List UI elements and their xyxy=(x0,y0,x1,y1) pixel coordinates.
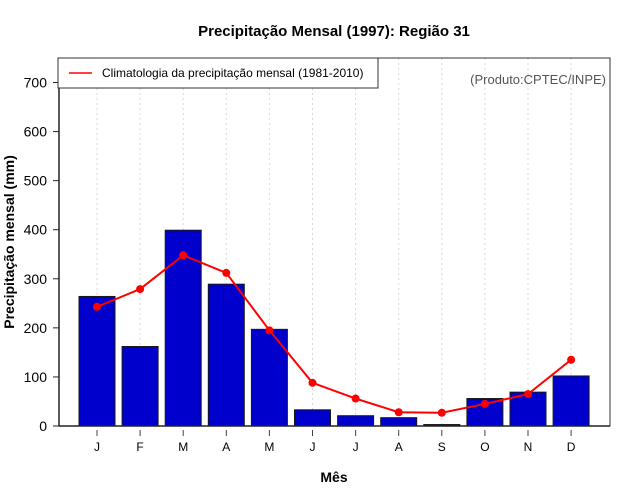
x-tick-label: J xyxy=(353,440,359,454)
x-tick-label: S xyxy=(438,440,446,454)
legend: Climatologia da precipitação mensal (198… xyxy=(57,57,379,89)
climatology-point-2 xyxy=(179,251,188,260)
x-tick-label: A xyxy=(222,440,230,454)
climatology-point-8 xyxy=(437,408,446,417)
y-tick-label: 700 xyxy=(24,75,48,91)
x-tick-label: M xyxy=(178,440,188,454)
x-tick-label: A xyxy=(395,440,403,454)
y-tick-label: 400 xyxy=(24,222,48,238)
bar-2 xyxy=(164,229,202,427)
bar-4 xyxy=(250,328,288,427)
x-axis-label: Mês xyxy=(320,469,347,485)
climatology-point-0 xyxy=(93,302,101,311)
y-tick-label: 600 xyxy=(24,124,48,140)
credit-annotation: (Produto:CPTEC/INPE) xyxy=(470,72,606,87)
x-tick-label: N xyxy=(524,440,533,454)
bar-5 xyxy=(294,409,331,427)
y-tick-label: 100 xyxy=(24,369,48,385)
x-tick-label: D xyxy=(567,440,576,454)
climatology-point-11 xyxy=(567,355,576,364)
x-tick-label: F xyxy=(136,440,143,454)
legend-label-climatology: Climatologia da precipitação mensal (198… xyxy=(102,66,363,80)
x-tick-label: O xyxy=(480,440,489,454)
y-tick-label: 200 xyxy=(24,320,48,336)
climatology-point-4 xyxy=(265,326,274,335)
climatology-point-10 xyxy=(524,390,532,399)
y-tick-label: 0 xyxy=(39,418,47,434)
climatology-point-7 xyxy=(394,408,403,417)
y-tick-label: 500 xyxy=(24,173,48,189)
bar-3 xyxy=(207,283,245,427)
bar-0 xyxy=(78,295,116,427)
y-axis-label: Precipitação mensal (mm) xyxy=(1,155,17,329)
climatology-line xyxy=(93,251,576,417)
chart-title: Precipitação Mensal (1997): Região 31 xyxy=(198,23,470,40)
x-tick-label: M xyxy=(264,440,274,454)
climatology-point-9 xyxy=(480,399,489,408)
climatology-point-5 xyxy=(308,378,317,387)
x-tick-label: J xyxy=(310,440,316,454)
bar-6 xyxy=(337,415,375,427)
climatology-point-3 xyxy=(222,268,231,277)
y-axis-ticks: 0 100 200 300 400 500 600 700 xyxy=(24,75,59,434)
climatology-point-1 xyxy=(136,285,145,294)
climatology-polyline xyxy=(96,254,572,414)
bar-11 xyxy=(552,375,590,427)
bar-1 xyxy=(121,346,159,427)
y-tick-label: 300 xyxy=(24,271,48,287)
bar-7 xyxy=(380,417,418,427)
x-tick-label: J xyxy=(94,440,100,454)
climatology-point-6 xyxy=(351,394,360,403)
legend-box xyxy=(57,57,379,89)
